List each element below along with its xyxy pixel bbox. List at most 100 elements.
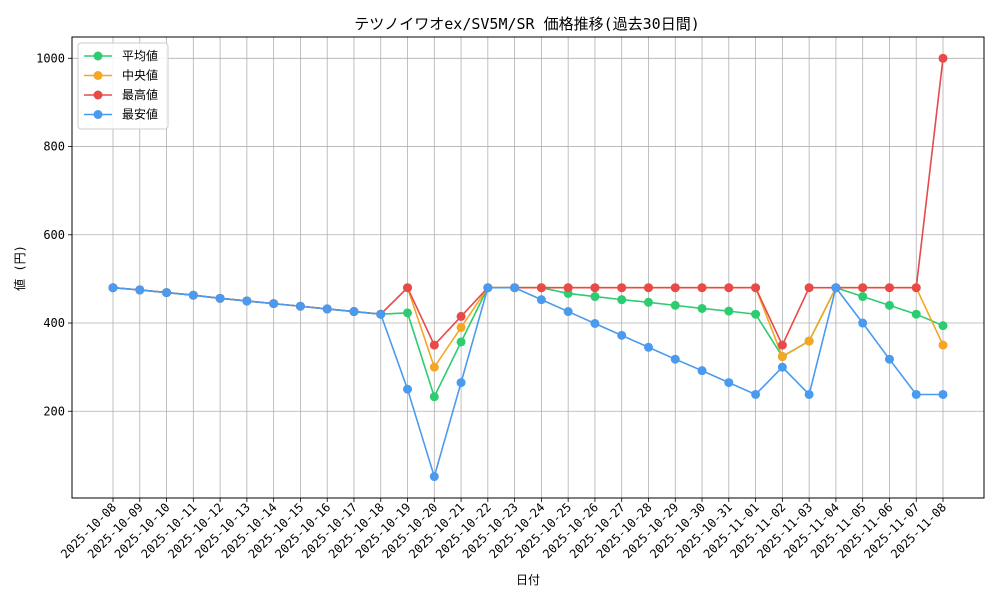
data-point (697, 366, 707, 376)
data-point (858, 292, 868, 302)
data-point (403, 384, 413, 394)
data-point (643, 283, 653, 293)
data-point (215, 293, 225, 303)
y-tick-label: 600 (43, 228, 65, 242)
data-point (135, 285, 145, 295)
chart-title: テツノイワオex/SV5M/SR 価格推移(過去30日間) (354, 15, 699, 33)
y-tick-label: 1000 (36, 51, 65, 65)
data-point (670, 354, 680, 364)
data-point (269, 299, 279, 309)
x-axis-label: 日付 (516, 573, 540, 587)
legend-label: 中央値 (122, 68, 158, 83)
legend-item: 最安値 (84, 107, 158, 122)
data-point (777, 362, 787, 372)
data-point (322, 304, 332, 314)
data-point (376, 309, 386, 319)
data-point (777, 352, 787, 362)
data-point (617, 283, 627, 293)
y-tick-label: 400 (43, 316, 65, 330)
legend-label: 最安値 (122, 107, 158, 122)
data-point (536, 295, 546, 305)
data-point (349, 307, 359, 317)
data-point (697, 303, 707, 313)
series-layer (108, 53, 948, 482)
data-point (456, 311, 466, 321)
data-point (456, 322, 466, 332)
data-point (697, 283, 707, 293)
y-tick-label: 200 (43, 404, 65, 418)
data-point (429, 472, 439, 482)
legend-item: 最高値 (84, 87, 158, 102)
data-point (188, 290, 198, 300)
data-point (617, 295, 627, 305)
data-point (563, 307, 573, 317)
series-group (108, 53, 948, 350)
data-point (751, 283, 761, 293)
data-point (242, 296, 252, 306)
data-point (911, 309, 921, 319)
data-point (590, 283, 600, 293)
data-point (643, 342, 653, 352)
data-point (617, 330, 627, 340)
data-point (536, 283, 546, 293)
legend-box (77, 42, 169, 130)
data-point (911, 389, 921, 399)
series-group (108, 283, 948, 372)
data-point (858, 318, 868, 328)
data-point (938, 321, 948, 331)
legend-swatch-marker (93, 51, 103, 61)
data-point (751, 309, 761, 319)
x-axis: 2025-10-082025-10-092025-10-102025-10-11… (58, 498, 949, 561)
data-point (884, 354, 894, 364)
data-point (724, 378, 734, 388)
series-group (108, 283, 948, 482)
y-axis-label: 値 (円) (12, 245, 27, 291)
data-point (804, 283, 814, 293)
data-point (804, 336, 814, 346)
data-point (429, 340, 439, 350)
data-point (751, 389, 761, 399)
legend-item: 中央値 (84, 68, 158, 83)
data-point (724, 283, 734, 293)
series-line (112, 285, 943, 480)
series-line (112, 58, 944, 347)
grid-lines (72, 37, 984, 498)
legend-label: 最高値 (122, 87, 158, 102)
data-point (162, 288, 172, 298)
series-line (112, 286, 944, 399)
data-point (938, 53, 948, 63)
data-point (938, 389, 948, 399)
data-point (456, 378, 466, 388)
legend-label: 平均値 (122, 48, 158, 63)
data-point (670, 300, 680, 310)
data-point (403, 308, 413, 318)
data-point (670, 283, 680, 293)
data-point (456, 337, 466, 347)
data-point (590, 292, 600, 302)
data-point (403, 283, 413, 293)
data-point (938, 340, 948, 350)
data-point (911, 283, 921, 293)
data-point (884, 300, 894, 310)
data-point (831, 283, 841, 293)
y-tick-label: 800 (43, 140, 65, 154)
data-point (429, 392, 439, 402)
data-point (643, 297, 653, 307)
legend-swatch-marker (93, 110, 103, 119)
data-point (108, 283, 118, 293)
data-point (777, 340, 787, 350)
legend-swatch-marker (93, 90, 103, 100)
legend-swatch-marker (93, 71, 103, 80)
data-point (590, 318, 600, 328)
data-point (563, 283, 573, 293)
data-point (724, 306, 734, 316)
data-point (295, 301, 305, 311)
data-point (858, 283, 868, 293)
data-point (483, 283, 493, 293)
data-point (804, 389, 814, 399)
data-point (429, 362, 439, 372)
legend-item: 平均値 (84, 48, 158, 63)
data-point (510, 283, 520, 293)
